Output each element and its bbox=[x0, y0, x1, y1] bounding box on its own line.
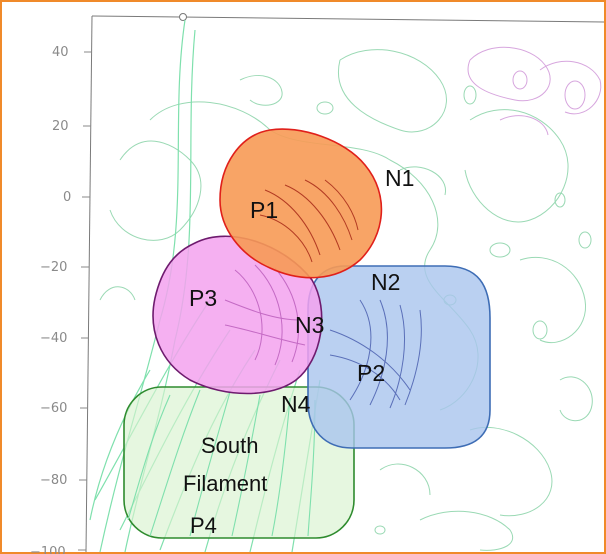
y-tick-label: −80 bbox=[40, 473, 67, 488]
y-tick-label: 40 bbox=[52, 45, 69, 60]
p1-shape bbox=[219, 128, 383, 279]
region-south-filament: South Filament P4 bbox=[123, 386, 355, 539]
y-tick-label: −100 bbox=[30, 545, 66, 554]
y-tick-label: −40 bbox=[40, 331, 67, 346]
region-p3: P3 bbox=[152, 235, 323, 395]
plot-area bbox=[85, 13, 605, 553]
n4-label: N4 bbox=[281, 391, 311, 417]
y-tick-label: 0 bbox=[63, 190, 71, 205]
green-contours bbox=[99, 49, 593, 551]
magenta-contours bbox=[467, 46, 602, 136]
south-filament-label-line1: South bbox=[201, 433, 259, 458]
n1-label: N1 bbox=[385, 165, 414, 191]
p4-label: P4 bbox=[190, 513, 217, 538]
south-filament-label-line2: Filament bbox=[183, 471, 267, 496]
n2-label: N2 bbox=[371, 269, 400, 295]
p1-label: P1 bbox=[250, 197, 278, 223]
region-p2: P2 bbox=[307, 265, 491, 449]
p3-label: P3 bbox=[189, 285, 217, 311]
y-tick-label: 20 bbox=[52, 119, 69, 134]
y-tick-label: −20 bbox=[40, 260, 67, 275]
y-axis: 40 20 0 −20 −40 −60 −80 −100 bbox=[30, 45, 92, 554]
p2-label: P2 bbox=[357, 360, 385, 386]
region-p1: P1 bbox=[219, 128, 383, 279]
n3-label: N3 bbox=[295, 312, 324, 338]
y-tick-label: −60 bbox=[40, 401, 67, 416]
